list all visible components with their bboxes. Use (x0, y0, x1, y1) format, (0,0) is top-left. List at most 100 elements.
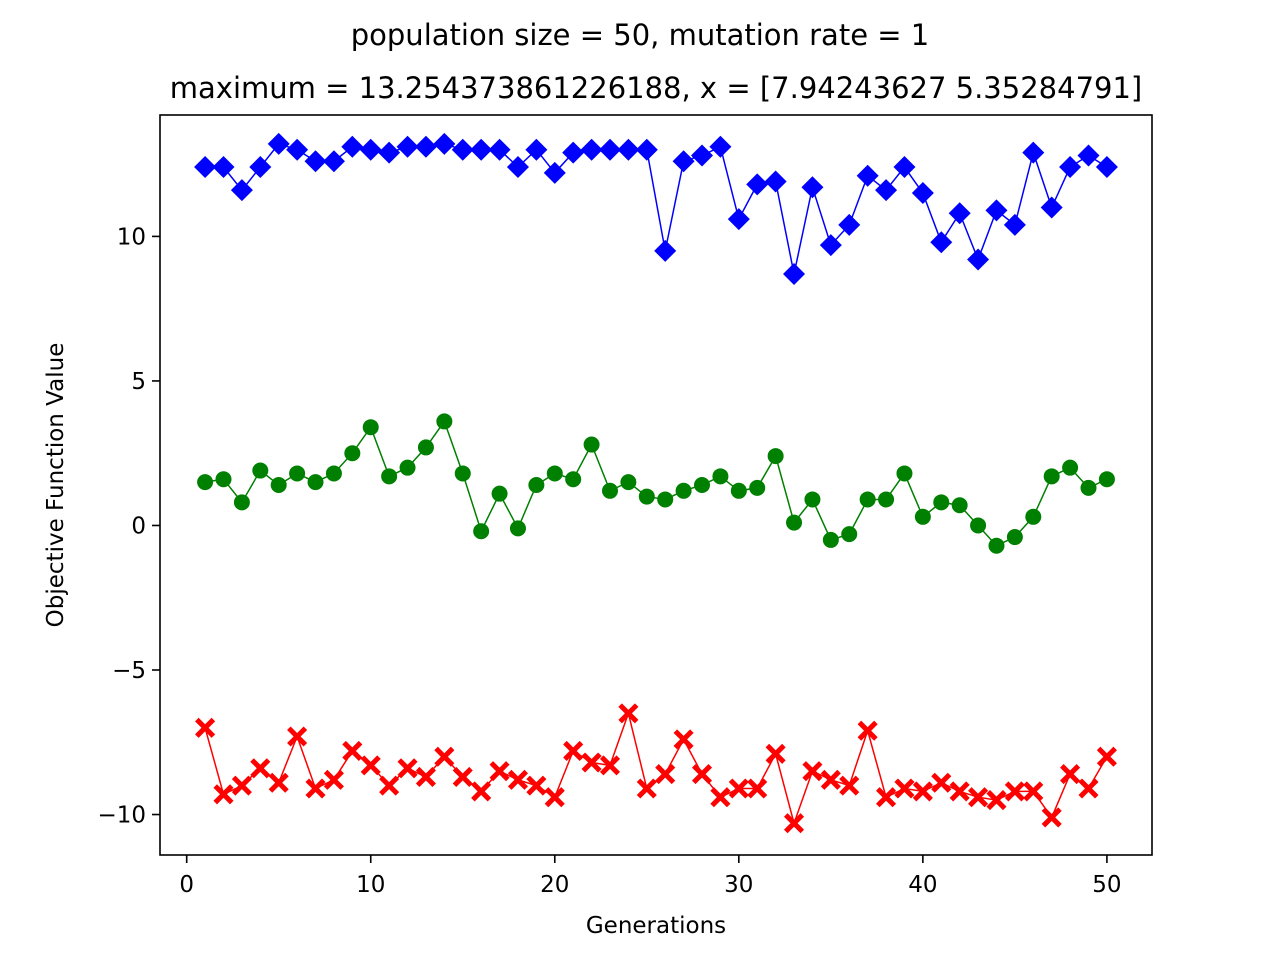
data-point (657, 491, 674, 508)
data-point (454, 465, 471, 482)
data-point (507, 769, 529, 790)
data-point (417, 439, 434, 456)
data-point (397, 758, 418, 779)
data-point (783, 813, 805, 834)
data-point (1041, 807, 1062, 828)
data-point (896, 465, 913, 482)
series-layer (194, 132, 1118, 834)
data-point (655, 764, 676, 785)
data-point (580, 138, 603, 161)
series-0 (194, 132, 1118, 285)
data-point (749, 479, 766, 496)
data-point (911, 182, 934, 205)
data-point (415, 766, 436, 787)
data-point (546, 465, 563, 482)
data-point (1060, 764, 1081, 785)
data-point (694, 477, 711, 493)
data-point (672, 150, 695, 173)
data-point (471, 781, 492, 802)
data-point (1096, 746, 1117, 767)
data-point (565, 471, 582, 488)
data-point (968, 787, 989, 808)
data-point (728, 778, 749, 799)
y-axis-label: Objective Function Value (43, 343, 69, 628)
data-point (562, 141, 585, 164)
data-point (838, 213, 861, 236)
data-point (878, 491, 895, 508)
data-point (599, 755, 621, 776)
data-point (233, 494, 250, 511)
data-point (988, 537, 1005, 554)
data-point (304, 150, 327, 173)
data-point (509, 520, 526, 537)
data-point (473, 523, 490, 540)
data-point (949, 781, 970, 802)
data-point (213, 784, 234, 805)
data-point (307, 474, 324, 491)
data-point (802, 761, 823, 782)
data-point (434, 746, 455, 767)
data-point (912, 781, 933, 802)
data-point (489, 761, 510, 782)
data-point (528, 477, 545, 493)
data-point (323, 769, 344, 790)
data-point (1025, 508, 1042, 525)
data-point (215, 471, 232, 488)
data-point (1003, 213, 1026, 236)
y-tick-label: −10 (97, 803, 146, 829)
y-tick-label: 5 (131, 369, 146, 395)
data-point (325, 465, 342, 482)
data-point (620, 474, 637, 491)
data-point (544, 787, 565, 808)
series-2 (195, 703, 1117, 834)
data-point (1022, 141, 1045, 164)
data-point (197, 474, 214, 491)
data-point (730, 482, 747, 499)
data-point (747, 778, 768, 799)
data-point (598, 138, 621, 161)
data-point (618, 703, 639, 724)
plot-frame (159, 114, 1153, 856)
data-point (341, 135, 364, 158)
data-point (970, 517, 987, 534)
data-point (195, 717, 216, 738)
data-point (933, 494, 950, 511)
data-point (543, 161, 566, 184)
data-point (378, 141, 401, 164)
data-point (967, 248, 990, 271)
data-point (675, 482, 692, 499)
data-point (451, 138, 474, 161)
data-point (305, 778, 326, 799)
data-point (491, 485, 508, 502)
data-point (399, 459, 416, 476)
series-1 (197, 413, 1115, 554)
y-tick-label: 10 (117, 224, 146, 250)
chart-subtitle: maximum = 13.254373861226188, x = [7.942… (170, 71, 1142, 105)
data-point (709, 135, 732, 158)
chart-title: population size = 50, mutation rate = 1 (351, 18, 929, 52)
data-point (270, 477, 287, 493)
data-point (801, 176, 824, 199)
data-point (822, 531, 839, 548)
data-point (819, 234, 842, 257)
data-point (414, 135, 437, 158)
data-point (783, 262, 806, 285)
data-point (452, 766, 473, 787)
data-point (1080, 479, 1097, 496)
data-point (359, 138, 382, 161)
data-point (985, 199, 1008, 222)
data-point (267, 132, 290, 155)
data-point (1059, 156, 1082, 179)
data-point (786, 514, 803, 531)
data-point (1004, 781, 1025, 802)
data-point (765, 743, 786, 764)
data-point (526, 775, 547, 796)
data-point (268, 772, 289, 793)
data-point (948, 202, 971, 225)
data-point (1006, 529, 1023, 546)
data-point (525, 138, 548, 161)
data-point (286, 138, 309, 161)
data-point (506, 156, 529, 179)
data-point (691, 144, 714, 167)
